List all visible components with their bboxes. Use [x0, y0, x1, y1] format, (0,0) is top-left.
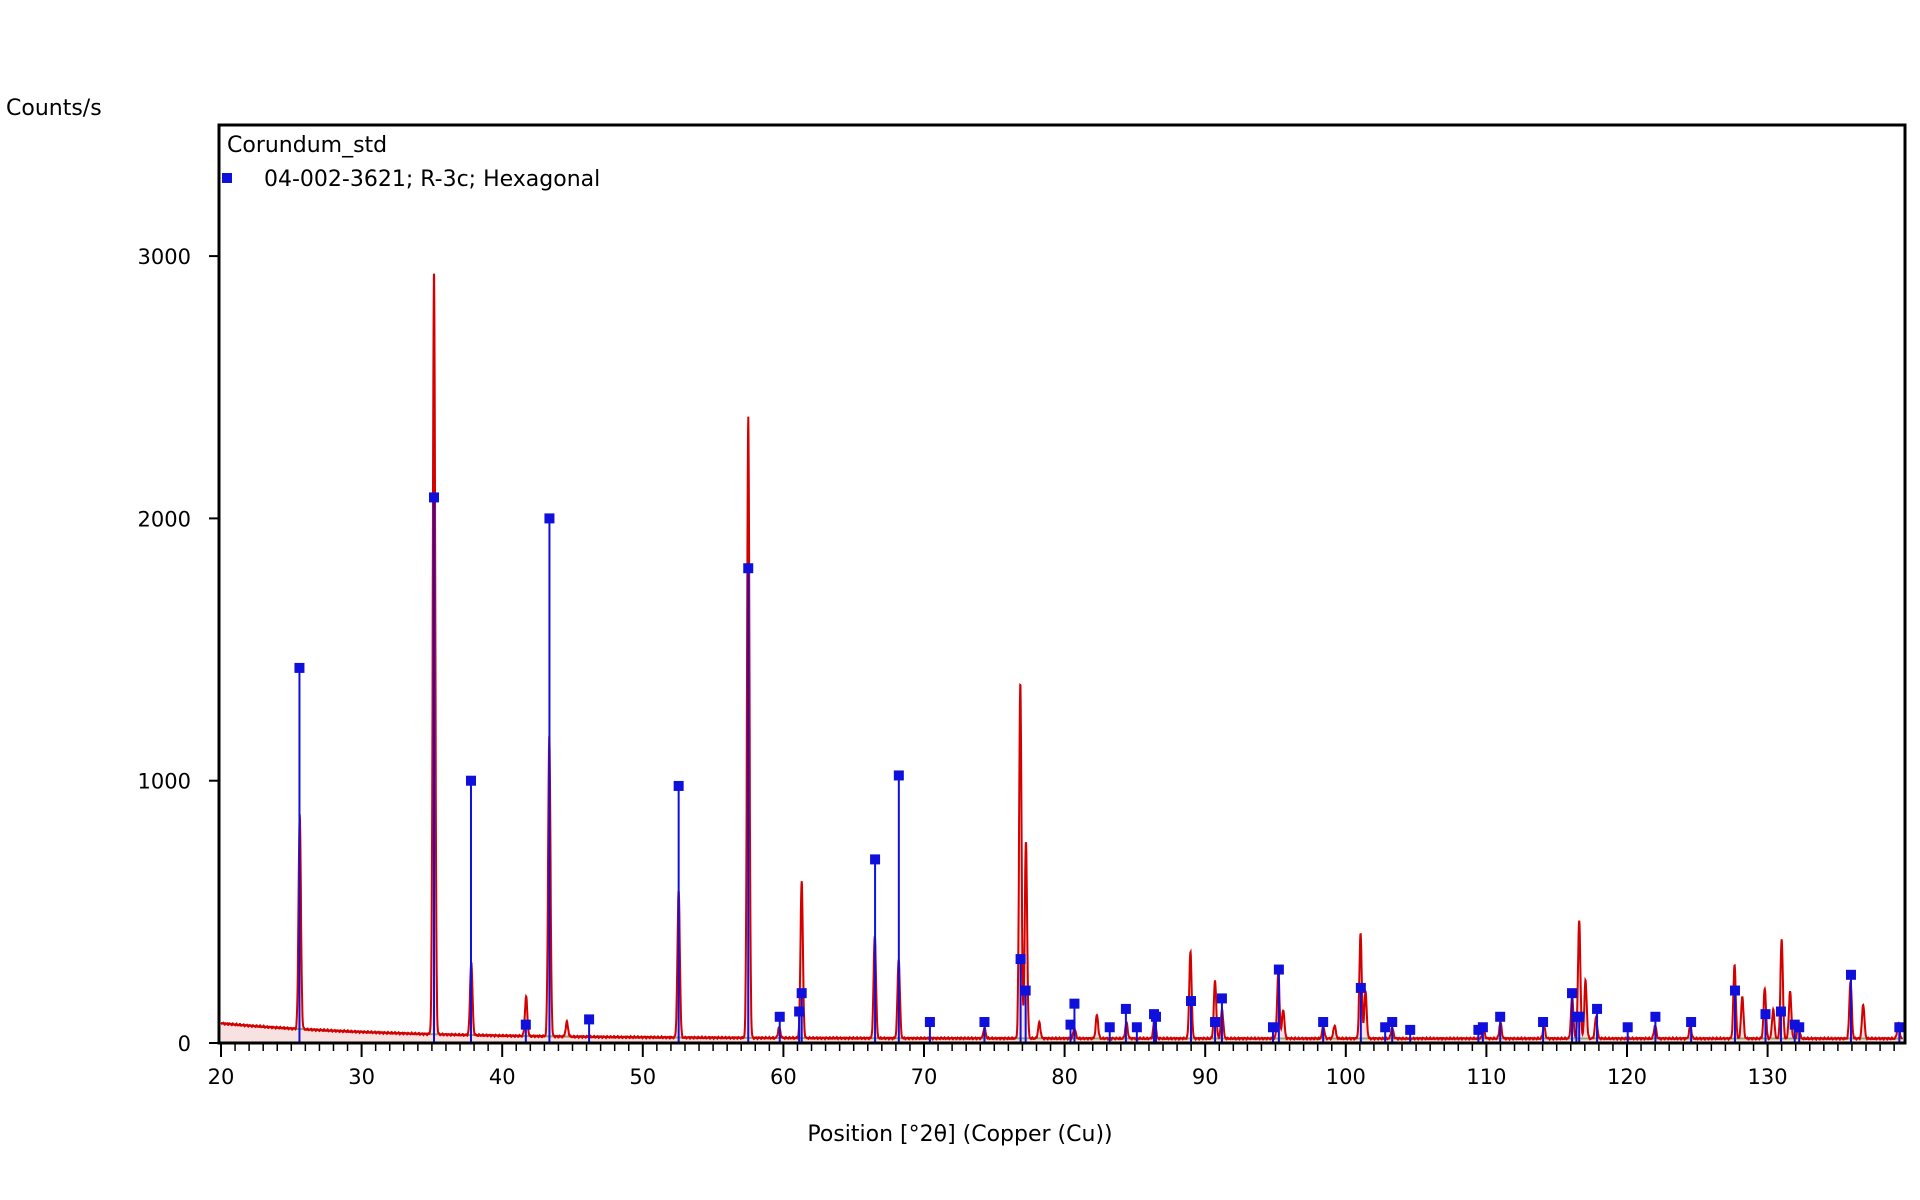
reference-marker — [870, 854, 881, 865]
reference-marker — [429, 492, 440, 503]
reference-marker — [1405, 1024, 1416, 1035]
y-axis-label: Counts/s — [6, 96, 102, 121]
x-tick-label: 40 — [489, 1065, 516, 1089]
measured-pattern-fill — [221, 273, 1903, 1043]
reference-marker — [1622, 1022, 1633, 1033]
reference-marker — [1567, 988, 1578, 999]
reference-marker — [1069, 998, 1080, 1009]
x-tick-label: 70 — [911, 1065, 938, 1089]
x-tick-label: 120 — [1607, 1065, 1647, 1089]
reference-marker — [1894, 1022, 1905, 1033]
reference-marker — [1273, 964, 1284, 975]
reference-marker — [520, 1019, 531, 1030]
reference-marker — [1355, 982, 1366, 993]
y-tick-label: 2000 — [138, 507, 191, 531]
measured-pattern-line — [220, 273, 1904, 1042]
reference-marker — [743, 563, 754, 574]
reference-marker — [1131, 1022, 1142, 1033]
reference-marker — [1015, 954, 1026, 965]
legend: Corundum_std 04-002-3621; R-3c; Hexagona… — [222, 133, 600, 192]
reference-marker — [794, 1006, 805, 1017]
plot-frame — [217, 123, 1907, 1045]
reference-marker — [979, 1017, 990, 1028]
reference-marker — [1538, 1017, 1549, 1028]
reference-marker — [1318, 1017, 1329, 1028]
x-tick-label: 80 — [1051, 1065, 1078, 1089]
reference-marker — [774, 1011, 785, 1022]
reference-marker — [796, 988, 807, 999]
reference-marker — [1794, 1022, 1805, 1033]
reference-marker — [1387, 1017, 1398, 1028]
reference-marker — [465, 775, 476, 786]
reference-marker — [893, 770, 904, 781]
x-tick-label: 60 — [770, 1065, 797, 1089]
reference-marker — [1150, 1011, 1161, 1022]
x-tick-label: 100 — [1326, 1065, 1366, 1089]
reference-marker — [1650, 1011, 1661, 1022]
reference-marker — [1574, 1011, 1585, 1022]
reference-marker — [1495, 1011, 1506, 1022]
reference-marker — [1686, 1017, 1697, 1028]
reference-marker — [1210, 1017, 1221, 1028]
y-tick-label: 3000 — [138, 245, 191, 269]
reference-marker — [1380, 1022, 1391, 1033]
x-tick-label: 110 — [1466, 1065, 1506, 1089]
reference-marker — [1729, 985, 1740, 996]
x-tick-label: 50 — [629, 1065, 656, 1089]
reference-marker — [1104, 1022, 1115, 1033]
x-tick-label: 90 — [1192, 1065, 1219, 1089]
reference-marker — [1020, 985, 1031, 996]
reference-marker — [1477, 1022, 1488, 1033]
x-axis-label: Position [°2θ] (Copper (Cu)) — [807, 1122, 1113, 1147]
x-tick-label: 20 — [208, 1065, 235, 1089]
reference-marker — [1845, 969, 1856, 980]
reference-marker — [1760, 1009, 1771, 1020]
reference-marker — [1775, 1006, 1786, 1017]
reference-marker — [1267, 1022, 1278, 1033]
reference-marker — [294, 662, 305, 673]
reference-marker — [924, 1017, 935, 1028]
x-tick-label: 30 — [348, 1065, 375, 1089]
y-tick-label: 0 — [178, 1032, 191, 1056]
reference-marker — [673, 780, 684, 791]
reference-marker — [1065, 1019, 1076, 1030]
reference-marker — [1592, 1003, 1603, 1014]
y-tick-label: 1000 — [138, 770, 191, 794]
reference-marker — [1185, 996, 1196, 1007]
reference-marker — [1120, 1003, 1131, 1014]
reference-marker — [544, 513, 555, 524]
x-tick-label: 130 — [1748, 1065, 1788, 1089]
reference-marker — [1216, 993, 1227, 1004]
legend-title: Corundum_std — [227, 133, 387, 158]
legend-entry-reference: 04-002-3621; R-3c; Hexagonal — [264, 167, 600, 192]
reference-marker — [584, 1014, 595, 1025]
legend-marker-reference — [222, 173, 232, 183]
